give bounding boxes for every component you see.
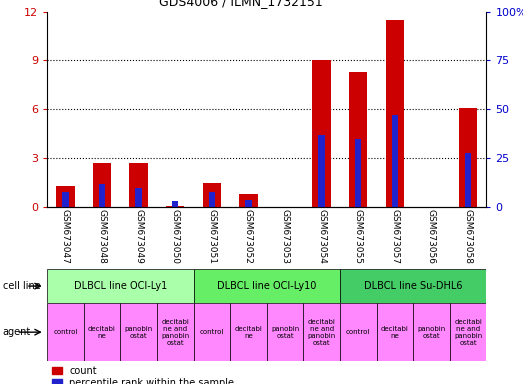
Bar xyxy=(377,303,413,361)
Bar xyxy=(267,303,303,361)
Bar xyxy=(385,20,404,207)
Text: decitabi
ne and
panobin
ostat: decitabi ne and panobin ostat xyxy=(308,319,336,346)
Bar xyxy=(465,152,471,207)
Text: panobin
ostat: panobin ostat xyxy=(124,326,153,339)
Bar xyxy=(313,61,331,207)
Bar xyxy=(245,200,252,207)
Bar xyxy=(392,115,398,207)
Text: GSM673052: GSM673052 xyxy=(244,209,253,263)
Bar xyxy=(450,303,486,361)
Bar xyxy=(47,269,194,303)
Text: GSM673053: GSM673053 xyxy=(280,209,290,263)
Bar xyxy=(209,192,215,207)
Bar xyxy=(157,303,194,361)
Text: GSM673056: GSM673056 xyxy=(427,209,436,263)
Text: control: control xyxy=(200,329,224,335)
Bar xyxy=(47,303,84,361)
Bar xyxy=(172,202,178,207)
Bar xyxy=(120,303,157,361)
Text: DLBCL line Su-DHL6: DLBCL line Su-DHL6 xyxy=(364,281,462,291)
Text: GSM673057: GSM673057 xyxy=(390,209,400,263)
Bar xyxy=(62,192,69,207)
Bar xyxy=(129,163,147,207)
Text: panobin
ostat: panobin ostat xyxy=(271,326,299,339)
Bar xyxy=(166,206,185,207)
Bar xyxy=(56,186,74,207)
Bar xyxy=(93,163,111,207)
Bar xyxy=(194,269,340,303)
Text: decitabi
ne and
panobin
ostat: decitabi ne and panobin ostat xyxy=(454,319,482,346)
Text: decitabi
ne: decitabi ne xyxy=(381,326,409,339)
Bar xyxy=(240,194,257,207)
Text: GSM673050: GSM673050 xyxy=(170,209,180,263)
Bar xyxy=(230,303,267,361)
Text: panobin
ostat: panobin ostat xyxy=(417,326,446,339)
Bar xyxy=(194,303,230,361)
Text: control: control xyxy=(346,329,370,335)
Bar xyxy=(99,184,105,207)
Bar xyxy=(349,72,367,207)
Text: GDS4006 / ILMN_1732151: GDS4006 / ILMN_1732151 xyxy=(158,0,323,8)
Text: agent: agent xyxy=(3,327,31,337)
Bar xyxy=(135,188,142,207)
Bar xyxy=(303,303,340,361)
Text: GSM673047: GSM673047 xyxy=(61,209,70,263)
Text: GSM673058: GSM673058 xyxy=(463,209,473,263)
Bar xyxy=(340,303,377,361)
Text: GSM673048: GSM673048 xyxy=(97,209,107,263)
Text: GSM673049: GSM673049 xyxy=(134,209,143,263)
Text: GSM673055: GSM673055 xyxy=(354,209,363,263)
Text: cell line: cell line xyxy=(3,281,40,291)
Bar xyxy=(84,303,120,361)
Text: DLBCL line OCI-Ly1: DLBCL line OCI-Ly1 xyxy=(74,281,167,291)
Bar xyxy=(319,135,325,207)
Legend: count, percentile rank within the sample: count, percentile rank within the sample xyxy=(52,366,234,384)
Text: DLBCL line OCI-Ly10: DLBCL line OCI-Ly10 xyxy=(217,281,316,291)
Bar xyxy=(355,139,361,207)
Bar xyxy=(202,183,221,207)
Text: decitabi
ne: decitabi ne xyxy=(88,326,116,339)
Text: decitabi
ne: decitabi ne xyxy=(234,326,263,339)
Bar xyxy=(459,108,477,207)
Text: decitabi
ne and
panobin
ostat: decitabi ne and panobin ostat xyxy=(161,319,189,346)
Bar xyxy=(413,303,450,361)
Bar xyxy=(340,269,486,303)
Text: GSM673054: GSM673054 xyxy=(317,209,326,263)
Text: control: control xyxy=(53,329,77,335)
Text: GSM673051: GSM673051 xyxy=(207,209,217,263)
